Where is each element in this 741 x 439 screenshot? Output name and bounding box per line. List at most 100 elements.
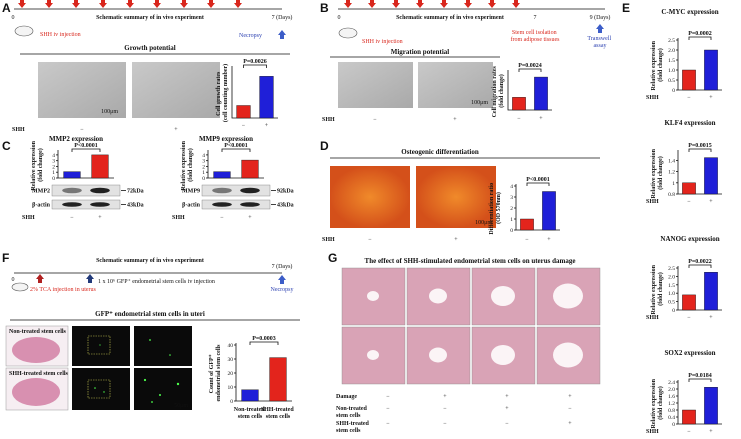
arrow	[464, 0, 472, 8]
y-tick-label: 10	[228, 385, 234, 391]
arrow	[344, 0, 352, 8]
x-tick-label: −	[70, 215, 74, 221]
p-value: P=0.0024	[518, 63, 542, 69]
text-line: SHH-treated	[336, 421, 370, 427]
bar	[236, 105, 251, 119]
y-tick-label: 2.5	[668, 38, 675, 44]
bar	[682, 182, 696, 195]
x-tick-label: −	[687, 315, 691, 321]
text-line: Non-treated	[234, 407, 266, 413]
bar	[213, 171, 231, 179]
text-line: Relative expression	[651, 378, 657, 429]
significance-bracket	[221, 148, 251, 152]
blot-band	[90, 202, 110, 207]
lumen	[553, 342, 583, 368]
condition-sign: −	[505, 421, 509, 427]
x-axis-label: SHH	[646, 315, 659, 321]
bar	[534, 76, 548, 111]
chart-title: KLF4 expression	[664, 119, 715, 127]
blot-label: MMP9	[182, 189, 200, 195]
condition-sign: −	[443, 421, 447, 427]
y-axis-label: Relative expression (fold change)	[651, 264, 664, 315]
mouse-icon	[338, 27, 358, 39]
bar	[63, 171, 81, 179]
panel-letter: F	[2, 251, 9, 265]
row-label: Damage	[336, 394, 357, 400]
bar	[241, 159, 259, 179]
lumen	[367, 350, 379, 360]
arrow	[99, 0, 107, 8]
histology-image	[341, 267, 406, 326]
group: +	[454, 237, 458, 243]
bar	[682, 409, 696, 425]
condition-table: Damage − + + + Non-treated stem cells − − + − SHH-…	[336, 394, 572, 434]
y-tick-label: 4	[202, 153, 205, 159]
significance-bracket	[526, 182, 550, 186]
group: −	[368, 237, 372, 243]
scale-bar: 50μm	[174, 403, 188, 409]
bar	[682, 294, 696, 311]
treatment: SHH iv injection	[362, 39, 403, 45]
x-tick-label: −	[687, 95, 691, 101]
p-value: P<0.0001	[526, 177, 550, 183]
arrow	[153, 0, 161, 8]
blot	[201, 184, 271, 197]
y-tick-label: 40	[228, 343, 234, 349]
significance-bracket	[243, 64, 267, 68]
day-label: 0	[12, 15, 15, 21]
condition-sign: −	[386, 406, 390, 412]
chart-title: NANOG expression	[660, 235, 719, 243]
y-axis-label: Relative expression (fold change)	[31, 140, 44, 191]
necropsy-arrow	[278, 30, 286, 39]
significance-bracket	[518, 68, 542, 72]
text-line: (fold change)	[657, 156, 664, 190]
text-line: Relative expression	[31, 140, 37, 191]
text-line: (fold change)	[657, 386, 664, 420]
x-tick-label: −	[242, 123, 246, 129]
text-line: Relative expression	[651, 40, 657, 91]
x-tick-label: −	[687, 429, 691, 435]
micrograph	[38, 62, 126, 118]
y-tick-label: 0.5	[668, 300, 675, 306]
bar	[269, 357, 287, 402]
day-label: 7	[534, 15, 537, 21]
arrow	[488, 0, 496, 8]
text-line: Cell migration rates	[492, 65, 498, 118]
scale-bar: 100μm	[471, 100, 488, 106]
text-line: (fold change)	[187, 148, 194, 182]
lumen	[429, 288, 447, 304]
panel-title: The effect of SHH-stimulated endometrial…	[365, 257, 576, 265]
y-tick-label: 4	[510, 184, 513, 190]
panel-letter: D	[320, 139, 329, 153]
p-value: P=0.0026	[243, 59, 267, 65]
y-axis-label: Relative expression (fold change)	[651, 378, 664, 429]
treatment: SHH iv injection	[40, 32, 81, 38]
x-axis-label: SHH	[172, 215, 185, 221]
row-label: Non-treated stem cells	[336, 406, 368, 419]
y-tick-label: 0.8	[668, 192, 675, 198]
x-tick-label: +	[709, 315, 713, 321]
text-line: Count of GFP⁺	[208, 353, 215, 394]
x-tick-label: Non-treated stem cells	[234, 407, 266, 420]
p-value: P=0.0015	[688, 143, 712, 149]
condition-sign: +	[505, 406, 509, 412]
text-line: Relative expression	[651, 264, 657, 315]
y-axis-label: Relative expression (fold change)	[181, 140, 194, 191]
day-label: 0	[12, 277, 15, 283]
y-tick-label: 2.0	[668, 387, 675, 393]
condition-sign: +	[568, 394, 572, 400]
fluorescence-image	[134, 326, 192, 366]
x-tick-label: −	[525, 237, 529, 243]
bar	[704, 272, 718, 311]
p-value: P=0.0184	[688, 373, 712, 379]
panel-letter: E	[622, 1, 630, 15]
chart-title: C-MYC expression	[661, 8, 718, 16]
y-axis-label: Count of GFP⁺ endometrial stem cells	[208, 344, 222, 402]
group: +	[174, 127, 178, 133]
y-tick-label: 1.5	[668, 283, 675, 289]
group: −	[373, 117, 377, 123]
text-line: Transwell	[587, 36, 612, 42]
y-tick-label: 2.4	[668, 380, 675, 386]
bar	[259, 76, 274, 119]
text-line: Non-treated	[336, 406, 368, 412]
